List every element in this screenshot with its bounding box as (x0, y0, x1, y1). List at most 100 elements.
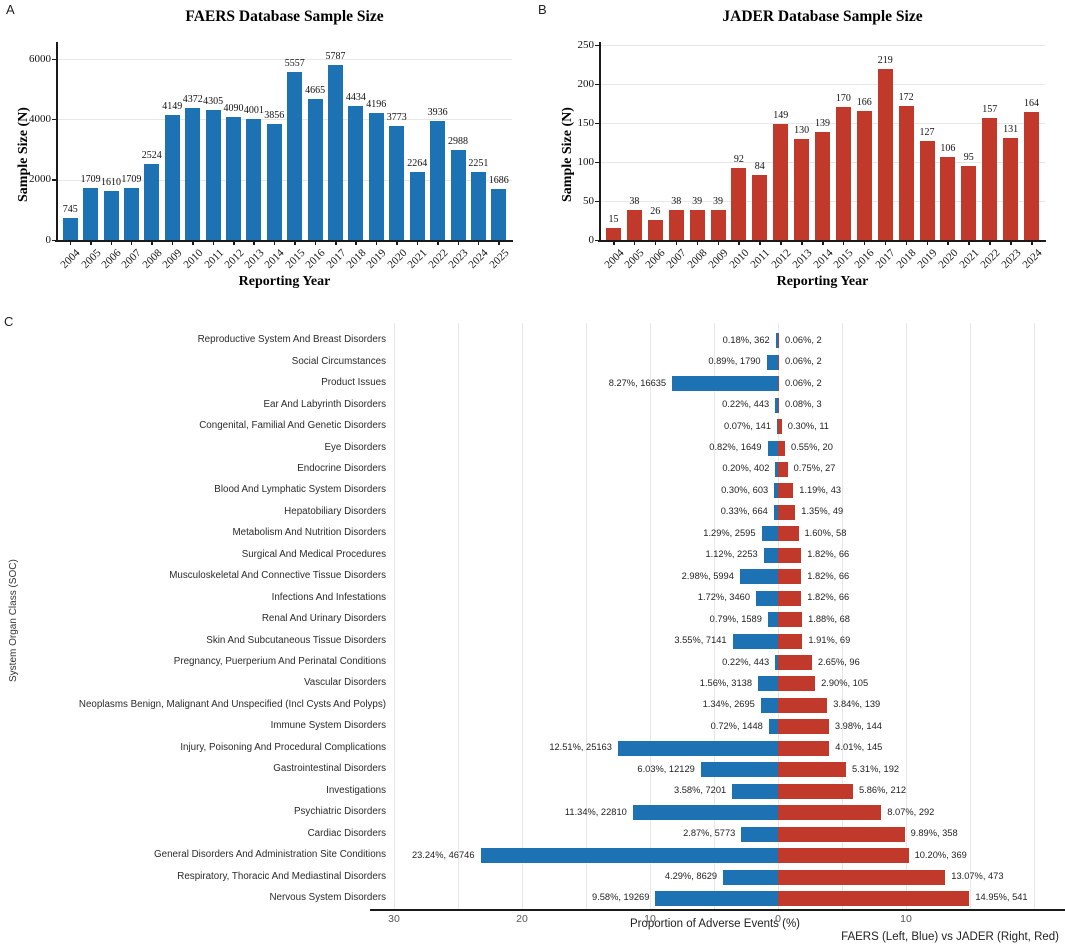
bar-value-label: 5787 (325, 51, 346, 63)
faers-value-label: 11.34%, 22810 (564, 806, 627, 817)
jader-value-label: 10.20%, 369 (914, 849, 967, 860)
faers-value-label: 3.58%, 7201 (673, 785, 727, 796)
bar-value-label: 2524 (141, 149, 162, 161)
soc-row-label: Hepatobiliary Disorders (284, 505, 386, 517)
x-tick-mark (633, 241, 636, 245)
x-tick-label: 30 (388, 913, 400, 926)
bar-value-label: 38 (629, 196, 640, 208)
bar (164, 114, 180, 240)
x-tick-mark (375, 241, 378, 245)
jader-bar (778, 397, 779, 413)
bar (794, 138, 810, 240)
bar-value-label: 106 (940, 143, 956, 155)
x-tick-label: 2004 (601, 247, 626, 272)
x-tick-label: 2019 (915, 247, 940, 272)
jader-bar (778, 848, 909, 863)
faers-bar (767, 440, 778, 456)
bar-value-label: 4372 (182, 94, 203, 106)
y-axis-line (599, 42, 601, 241)
jader-value-label: 1.19%, 43 (799, 484, 842, 495)
faers-bar (775, 397, 778, 413)
gridline-h (600, 123, 1045, 124)
x-tick-label: 2015 (283, 247, 308, 272)
bar-value-label: 1709 (80, 174, 101, 186)
y-tick-mark (52, 118, 56, 121)
faers-value-label: 8.27%, 16635 (608, 377, 667, 388)
x-tick-label: 2014 (262, 247, 287, 272)
bar (205, 110, 221, 240)
bar (877, 69, 893, 240)
jader-bar (778, 419, 782, 434)
faers-bar (723, 869, 778, 885)
bar-value-label: 745 (62, 203, 78, 215)
x-tick-label: 2010 (727, 247, 752, 272)
x-tick-mark (457, 241, 459, 245)
x-tick-label: 2012 (221, 247, 246, 272)
y-tick-mark (52, 58, 56, 60)
x-tick-label: 2010 (181, 247, 206, 272)
faers-bar (768, 719, 778, 735)
bar (266, 123, 282, 240)
gridline-h (600, 45, 1045, 46)
x-tick-mark (335, 241, 337, 245)
x-tick-mark (110, 241, 112, 245)
panel-letter-c: C (4, 314, 14, 329)
faers-bar (732, 633, 778, 649)
faers-bar (480, 848, 778, 863)
faers-value-label: 0.79%, 1589 (709, 613, 762, 624)
x-tick-mark (905, 241, 908, 245)
x-tick-label: 2020 (936, 247, 961, 272)
jader-value-label: 1.60%, 58 (804, 527, 847, 538)
x-tick-mark (884, 241, 887, 245)
x-tick-mark (294, 241, 296, 245)
soc-row-label: Pregnancy, Puerperium And Perinatal Cond… (173, 656, 386, 667)
x-tick-label: 2007 (664, 247, 689, 272)
faers-bar (775, 461, 778, 477)
faers-bar (775, 655, 778, 670)
x-tick-label: 2021 (405, 247, 430, 272)
bar (815, 131, 830, 240)
x-tick-mark (355, 241, 357, 245)
jader-bar (778, 890, 970, 906)
y-tick-mark (595, 44, 599, 46)
faers-chart-title: FAERS Database Sample Size (185, 8, 384, 25)
x-tick-mark (863, 241, 866, 245)
x-tick-mark (69, 241, 72, 245)
bar (835, 107, 851, 240)
bar (940, 157, 956, 240)
jader-value-label: 2.65%, 96 (817, 656, 860, 667)
faers-value-label: 0.72%, 1448 (710, 720, 763, 731)
x-tick-mark (498, 241, 500, 245)
bar (606, 228, 621, 240)
x-tick-label: 2013 (790, 247, 815, 272)
bar (246, 119, 262, 240)
jader-bar (778, 376, 779, 392)
soc-row-label: Neoplasms Benign, Malignant And Unspecif… (78, 698, 386, 710)
bar-value-label: 95 (963, 151, 974, 163)
x-tick-label: 2023 (999, 247, 1024, 272)
bar (1003, 137, 1019, 240)
bar-value-label: 164 (1024, 98, 1039, 110)
bar (491, 189, 507, 240)
bar (856, 110, 872, 240)
bar (430, 121, 446, 240)
x-tick-label: 2024 (466, 247, 491, 272)
x-tick-label: 2016 (303, 247, 328, 272)
y-tick-label: 2000 (29, 173, 51, 186)
x-tick-mark (926, 241, 928, 245)
x-tick-label: 2025 (487, 247, 512, 272)
jader-chart-title: JADER Database Sample Size (722, 8, 923, 25)
jader-bar (778, 762, 846, 778)
jader-bar (778, 440, 785, 456)
jader-bar (778, 719, 829, 735)
x-tick-label: 2005 (79, 247, 104, 272)
jader-bar (778, 612, 803, 628)
bar-value-label: 4149 (162, 100, 183, 112)
bar-value-label: 149 (773, 109, 789, 121)
jader-value-label: 4.01%, 145 (835, 742, 883, 753)
jader-value-label: 0.06%, 2 (785, 334, 822, 345)
faers-bar (758, 676, 778, 692)
soc-caption: FAERS (Left, Blue) vs JADER (Right, Red) (841, 931, 1059, 943)
soc-row-label: Gastrointestinal Disorders (273, 763, 386, 775)
bar (773, 123, 789, 240)
